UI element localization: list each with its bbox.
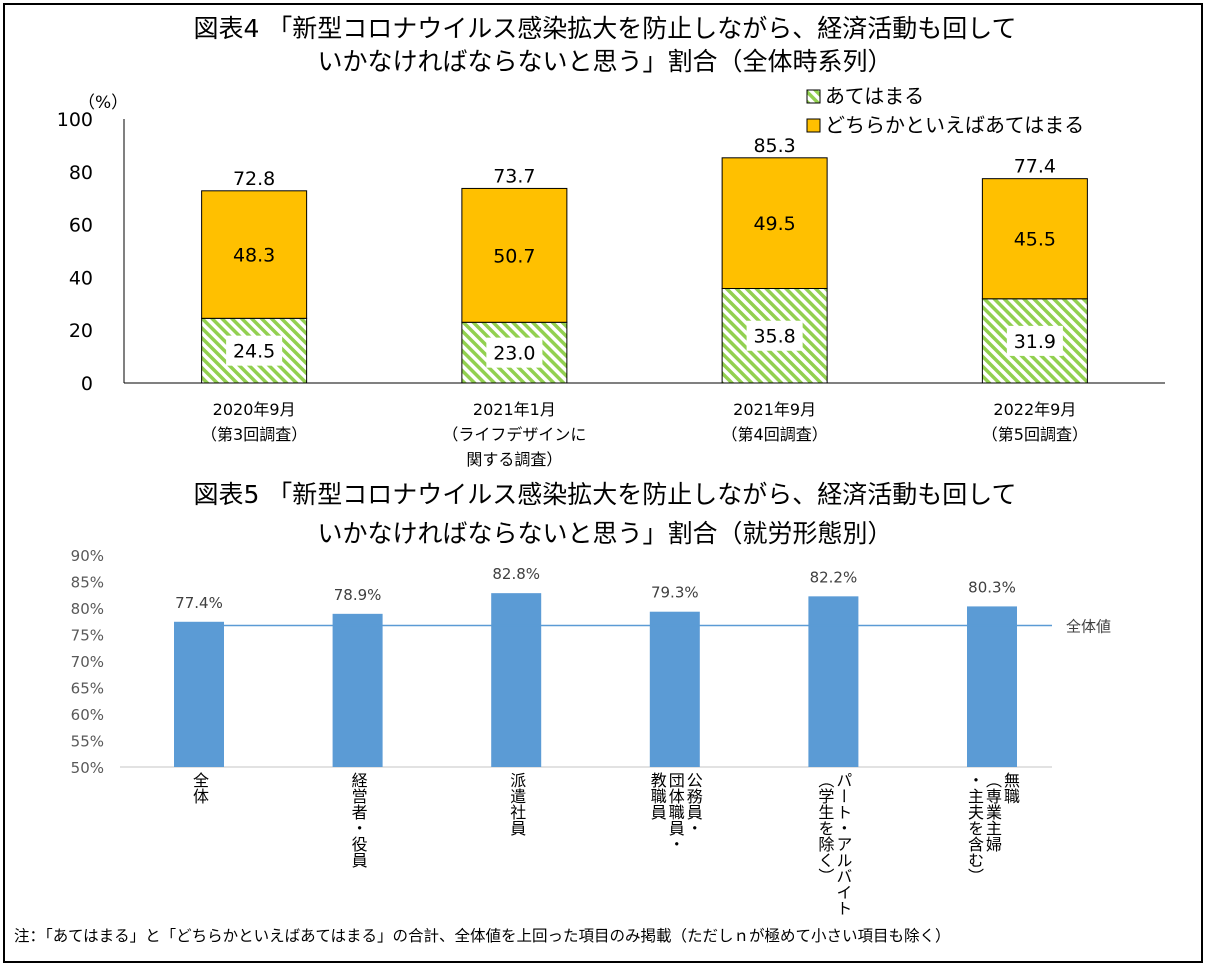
chart5-bar bbox=[649, 611, 700, 767]
chart5-y-tick-label: 80% bbox=[71, 600, 104, 618]
chart5-x-label: 無職 （専業主婦 ・主夫を含む） bbox=[965, 772, 1020, 884]
chart5-y-tick-label: 65% bbox=[71, 680, 104, 698]
chart4-x-label: （第4回調査） bbox=[722, 425, 828, 444]
chart5-x-label: 派遣社員 bbox=[507, 772, 527, 836]
chart5-bar bbox=[332, 613, 383, 767]
data-label: 49.5 bbox=[753, 213, 795, 235]
chart5-bar bbox=[808, 596, 859, 767]
chart5-bar bbox=[967, 606, 1017, 767]
chart4-y-tick-label: 20 bbox=[69, 320, 93, 342]
chart4-y-tick-label: 40 bbox=[69, 267, 93, 289]
chart5-x-label: パート・アルバイト （学生を除く） bbox=[815, 772, 853, 916]
chart5-y-tick-label: 85% bbox=[71, 574, 104, 592]
chart5-x-label: 全体 bbox=[190, 772, 209, 804]
chart5-bar bbox=[174, 621, 224, 767]
chart5-x-label: 公務員・ 団体職員・ 教職員 bbox=[647, 772, 703, 852]
chart5-data-label: 77.4% bbox=[175, 594, 223, 612]
total-label: 73.7 bbox=[493, 165, 535, 187]
chart4-y-tick-label: 100 bbox=[57, 109, 93, 131]
bar-dochiraka bbox=[461, 187, 568, 323]
total-label: 85.3 bbox=[753, 135, 795, 157]
chart5-data-label: 80.3% bbox=[968, 578, 1016, 596]
chart4-title-line1: 図表4 「新型コロナウイルス感染拡大を防止しながら、経済活動も回して bbox=[193, 14, 1017, 43]
data-label: 31.9 bbox=[1014, 331, 1056, 353]
data-label-bg bbox=[746, 320, 803, 351]
chart4-x-label: 関する調査） bbox=[466, 450, 562, 469]
legend-swatch bbox=[806, 118, 821, 133]
chart4-title-line2: いかなければならないと思う」割合（全体時系列） bbox=[317, 47, 893, 76]
data-label-bg bbox=[226, 335, 283, 366]
chart5-y-tick-label: 90% bbox=[71, 547, 104, 565]
chart5-bar bbox=[491, 593, 542, 767]
chart4-x-label: 2021年9月 bbox=[733, 400, 816, 419]
chart4-y-tick-label: 0 bbox=[81, 373, 93, 395]
legend-swatch bbox=[806, 89, 821, 104]
chart5-y-tick-label: 50% bbox=[71, 759, 104, 777]
chart4-y-unit: （%） bbox=[78, 93, 128, 113]
data-label: 24.5 bbox=[233, 341, 275, 363]
footnote: 注：「あてはまる」と「どちらかといえばあてはまる」の合計、全体値を上回った項目の… bbox=[14, 927, 951, 945]
bar-dochiraka bbox=[721, 157, 828, 289]
bar-dochiraka bbox=[981, 178, 1088, 300]
chart5-data-label: 82.2% bbox=[810, 568, 858, 586]
chart5-x-label: 経営者・役員 bbox=[348, 772, 368, 868]
reference-line-label: 全体値 bbox=[1066, 617, 1111, 635]
bar-dochiraka bbox=[201, 190, 308, 319]
chart4-x-label: （第3回調査） bbox=[201, 425, 307, 444]
chart5-title-line1: 図表5 「新型コロナウイルス感染拡大を防止しながら、経済活動も回して bbox=[193, 480, 1017, 509]
chart4-y-tick-label: 60 bbox=[69, 215, 93, 237]
legend-label: あてはまる bbox=[825, 84, 924, 108]
chart4-x-label: 2020年9月 bbox=[213, 400, 296, 419]
data-label: 45.5 bbox=[1014, 229, 1056, 251]
chart4-x-label: （ライフデザインに bbox=[442, 425, 586, 444]
figure-frame bbox=[3, 3, 1203, 963]
chart5-y-tick-label: 70% bbox=[71, 653, 104, 671]
chart5-data-label: 78.9% bbox=[334, 586, 382, 604]
data-label: 50.7 bbox=[493, 245, 535, 267]
chart4-x-label: 2021年1月 bbox=[473, 400, 556, 419]
data-label: 23.0 bbox=[493, 343, 535, 365]
total-label: 77.4 bbox=[1014, 156, 1056, 178]
data-label: 48.3 bbox=[233, 245, 275, 267]
chart5-y-tick-label: 75% bbox=[71, 627, 104, 645]
data-label-bg bbox=[486, 337, 543, 368]
chart5-y-tick-label: 55% bbox=[71, 733, 104, 751]
total-label: 72.8 bbox=[233, 168, 275, 190]
chart5-title-line2: いかなければならないと思う」割合（就労形態別） bbox=[317, 519, 893, 548]
chart4-x-label: 2022年9月 bbox=[993, 400, 1076, 419]
data-label: 35.8 bbox=[753, 326, 795, 348]
data-label-bg bbox=[1006, 325, 1063, 356]
chart5-data-label: 82.8% bbox=[492, 565, 540, 583]
chart4-y-tick-label: 80 bbox=[69, 162, 93, 184]
chart4-x-label: （第5回調査） bbox=[982, 425, 1088, 444]
chart5-y-tick-label: 60% bbox=[71, 706, 104, 724]
legend-label: どちらかといえばあてはまる bbox=[825, 113, 1084, 137]
chart5-data-label: 79.3% bbox=[651, 584, 699, 602]
